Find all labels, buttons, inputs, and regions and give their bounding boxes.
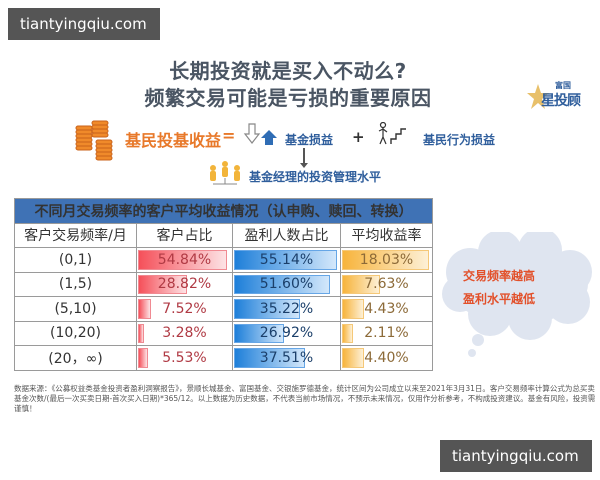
walker-stairs-icon [375,121,411,150]
callout-text: 交易频率越高 盈利水平越低 [463,265,535,311]
cell-customer-share: 7.52% [136,296,233,322]
formula-fund-return: 基金损益 [285,133,334,147]
cell-avg-return: 4.43% [340,296,433,322]
page-title: 长期投资就是买入不动么? 频繁交易可能是亏损的重要原因 [128,58,448,112]
return-bar [342,299,364,319]
profit-bar [234,323,285,343]
cell-avg-return: 18.03% [340,247,433,273]
header-frequency: 客户交易频率/月 [14,222,137,248]
profit-bar [234,348,305,368]
brand-logo: 富国 星投顾 [527,80,597,116]
cell-avg-return: 7.63% [340,271,433,297]
share-bar [138,348,148,368]
profit-bar [234,274,331,294]
title-line-2: 频繁交易可能是亏损的重要原因 [144,86,432,110]
share-bar [138,299,152,319]
cell-profit-ratio: 35.22% [232,296,341,322]
return-bar [342,323,353,343]
cell-avg-return: 2.11% [340,320,433,346]
down-up-arrows-icon [243,122,279,150]
table-caption: 不同月交易频率的客户平均收益情况（认申购、赎回、转换） [14,198,433,224]
cell-customer-share: 28.82% [136,271,233,297]
callout-line-1: 交易频率越高 [463,269,536,283]
logo-big-text: 星投顾 [541,93,581,109]
cell-frequency: (10,20) [14,320,137,346]
return-bar [342,274,381,294]
header-avg-return: 平均收益率 [340,222,433,248]
header-customer-share: 客户占比 [136,222,233,248]
callout-line-2: 盈利水平越低 [463,292,536,306]
cell-frequency: (5,10) [14,296,137,322]
title-line-1: 长期投资就是买入不动么? [169,59,407,83]
cell-avg-return: 4.40% [340,345,433,371]
table-row: (1,5) 28.82% 51.60% 7.63% [14,271,433,297]
share-bar [138,250,228,270]
formula-plus: + [352,128,365,146]
star-icon [527,84,549,109]
share-bar [138,274,188,294]
formula-equals: = [222,126,236,145]
table-row: (10,20) 3.28% 26.92% 2.11% [14,320,433,346]
people-team-icon [205,160,245,192]
watermark-top: tiantyingqiu.com [8,8,160,40]
coins-icon [74,118,120,168]
formula-behavior-return: 基民行为损益 [423,133,496,147]
cell-customer-share: 54.84% [136,247,233,273]
profit-bar [234,250,337,270]
formula-manager-skill: 基金经理的投资管理水平 [249,170,382,184]
cell-frequency: (1,5) [14,271,137,297]
header-profit-ratio: 盈利人数占比 [232,222,341,248]
cell-profit-ratio: 55.14% [232,247,341,273]
table-row: (5,10) 7.52% 35.22% 4.43% [14,296,433,322]
thought-cloud-icon [440,228,596,364]
table-row: (0,1) 54.84% 55.14% 18.03% [14,247,433,273]
return-bar [342,348,364,368]
cell-frequency: (20，∞) [14,345,137,371]
data-source-footnote: 数据来源：《公募权益类基金投资者盈利洞察报告》，景顺长城基金、富国基金、交银施罗… [14,384,596,413]
return-bar [342,250,430,270]
cell-customer-share: 3.28% [136,320,233,346]
formula-investor-return: 基民投基收益 [125,131,222,150]
cell-profit-ratio: 51.60% [232,271,341,297]
cell-customer-share: 5.53% [136,345,233,371]
logo-small-text: 富国 [555,81,571,90]
table-header-row: 客户交易频率/月 客户占比 盈利人数占比 平均收益率 [14,222,433,248]
arrow-down-icon [300,148,308,168]
cell-frequency: (0,1) [14,247,137,273]
profit-bar [234,299,301,319]
frequency-return-table: 不同月交易频率的客户平均收益情况（认申购、赎回、转换） 客户交易频率/月 客户占… [14,198,433,371]
watermark-bottom: tiantyingqiu.com [440,440,592,472]
cell-profit-ratio: 26.92% [232,320,341,346]
table-row: (20，∞) 5.53% 37.51% 4.40% [14,345,433,371]
cell-profit-ratio: 37.51% [232,345,341,371]
share-bar [138,323,144,343]
